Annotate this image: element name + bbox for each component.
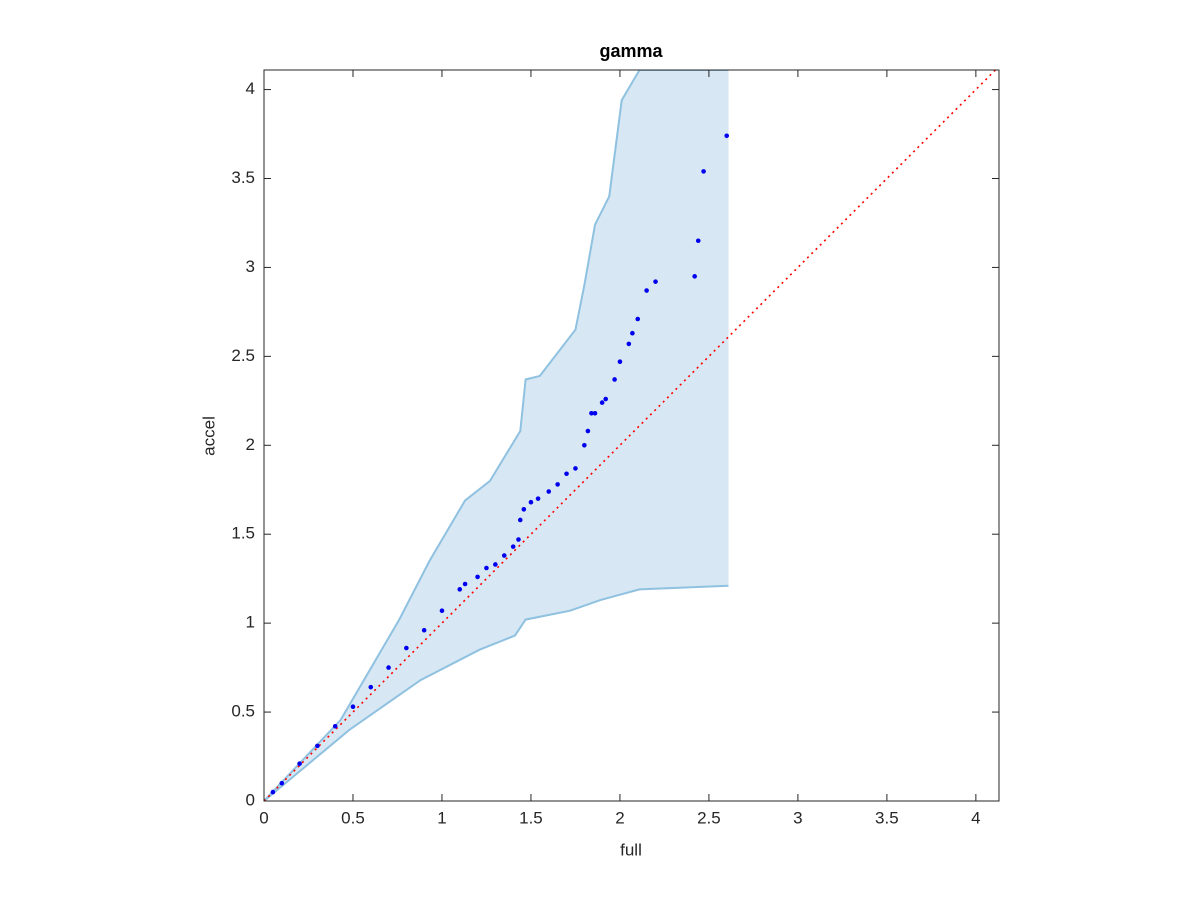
point [653,279,658,284]
point [635,316,641,322]
x-tick-label: 2.5 [697,808,721,827]
point [546,489,552,494]
band-edge [264,584,729,801]
point [585,428,591,434]
point [589,410,594,416]
y-tick-label: 4 [246,79,255,98]
x-tick-label: 1 [437,808,446,827]
x-tick-label: 3.5 [875,808,899,827]
y-tick-label: 3 [246,257,255,276]
y-axis-label: accel [199,416,218,456]
axes-box [263,69,1000,802]
point [517,517,523,523]
point [279,780,285,786]
point [421,627,427,633]
band-edge [264,70,729,801]
point [603,396,608,402]
y-tick-label: 1.5 [231,524,255,543]
point [695,238,701,244]
point [493,562,498,567]
point [386,665,391,670]
point [582,442,587,448]
point [724,133,730,139]
x-tick-label: 0.5 [341,808,365,827]
point [612,377,617,382]
point [630,330,635,336]
y-tick-label: 0 [246,790,255,809]
x-tick-label: 1.5 [519,808,543,827]
point [626,341,632,347]
point [439,608,445,613]
point [350,704,356,710]
point [475,574,480,580]
point [297,761,302,766]
point [564,471,569,477]
point [644,288,649,293]
point [599,400,605,405]
x-tick-label: 3 [793,808,802,827]
y-tick-label: 2 [246,435,255,454]
y-tick-label: 2.5 [231,346,255,365]
y-tick-label: 3.5 [231,168,255,187]
point [617,359,623,364]
y-tick-label: 0.5 [231,702,255,721]
point [592,410,598,416]
point [701,169,706,174]
point [332,723,338,729]
y-tick-label: 1 [246,613,255,632]
point [315,743,320,749]
point [573,466,578,471]
point [510,544,516,549]
point [368,684,374,690]
point [535,496,541,501]
x-tick-label: 0 [259,808,268,827]
reference-line [264,70,997,801]
point [404,645,409,651]
point [516,537,521,542]
point [501,553,507,558]
x-tick-label: 4 [971,808,980,827]
plot-area [264,70,997,801]
point [555,482,560,487]
point [484,565,489,571]
point [457,587,463,592]
point [692,274,697,279]
point [521,507,527,512]
point [528,499,534,505]
point [270,789,276,795]
chart-title: gamma [599,41,663,61]
x-axis-label: full [620,840,642,859]
confidence-band [264,70,729,801]
x-tick-label: 2 [615,808,624,827]
point [462,581,468,587]
